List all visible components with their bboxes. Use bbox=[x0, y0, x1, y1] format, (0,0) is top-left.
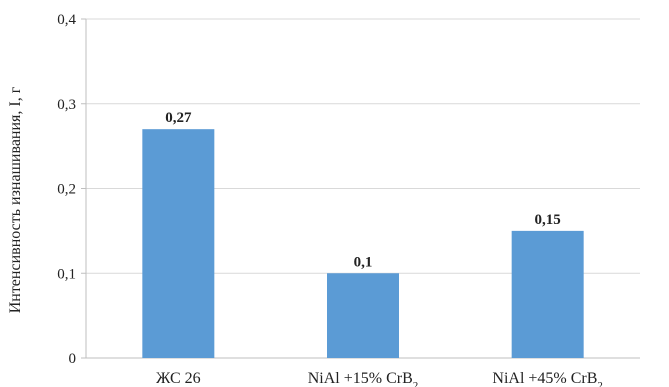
x-category-label: NiAl +15% CrB2 bbox=[308, 370, 419, 387]
x-category-label: ЖС 26 bbox=[156, 370, 201, 387]
x-category-label: NiAl +45% CrB2 bbox=[492, 370, 603, 387]
y-tick-label: 0 bbox=[69, 351, 77, 367]
y-tick-label: 0,3 bbox=[57, 97, 76, 113]
bars bbox=[142, 129, 584, 358]
bar bbox=[511, 230, 584, 358]
data-label: 0,1 bbox=[354, 254, 373, 270]
y-axis-label: Интенсивность изнашивания, I, г bbox=[7, 86, 24, 313]
y-axis-ticks: 0 0,1 0,2 0,3 0,4 bbox=[57, 12, 76, 367]
data-label: 0,27 bbox=[165, 110, 192, 126]
x-axis-categories: ЖС 26 NiAl +15% CrB2 NiAl +45% CrB2 bbox=[156, 370, 603, 387]
data-label: 0,15 bbox=[535, 212, 561, 228]
y-tick-label: 0,2 bbox=[57, 182, 76, 198]
bar bbox=[327, 273, 399, 358]
data-labels: 0,27 0,1 0,15 bbox=[165, 110, 561, 270]
y-tick-label: 0,4 bbox=[57, 12, 76, 28]
y-tick-label: 0,1 bbox=[57, 266, 76, 282]
bar bbox=[142, 129, 215, 358]
